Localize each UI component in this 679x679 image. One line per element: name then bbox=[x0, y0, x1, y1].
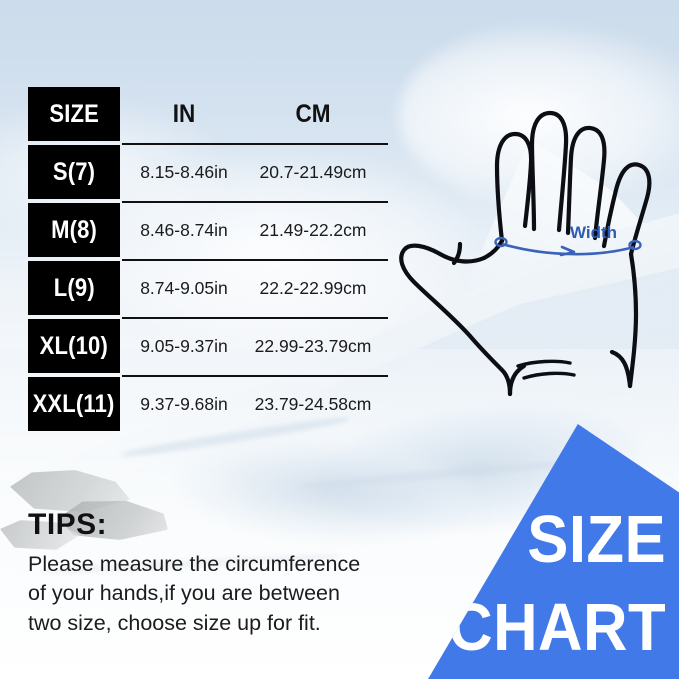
row-values: 8.74-9.05in 22.2-22.99cm bbox=[120, 261, 388, 315]
size-label-cell: S(7) bbox=[28, 145, 120, 199]
size-label: XXL(11) bbox=[33, 389, 115, 418]
row-values: 9.37-9.68in 23.79-24.58cm bbox=[120, 377, 388, 431]
header-cell-size: SIZE bbox=[28, 87, 120, 141]
value-centimeters: 22.2-22.99cm bbox=[259, 277, 367, 298]
wrist-left bbox=[507, 363, 527, 397]
row-divider bbox=[122, 200, 388, 203]
value-inches: 8.15-8.46in bbox=[140, 161, 228, 182]
banner-title-chart: CHART bbox=[448, 590, 667, 665]
palm-left-upper bbox=[481, 238, 505, 261]
value-inches: 8.46-8.74in bbox=[140, 219, 228, 240]
table-row: L(9) 8.74-9.05in 22.2-22.99cm bbox=[28, 259, 388, 319]
table-header-row: SIZE IN CM bbox=[28, 85, 388, 145]
hand-illustration: Width bbox=[398, 66, 679, 411]
row-divider bbox=[122, 142, 388, 145]
size-label: L(9) bbox=[53, 273, 95, 302]
table-row: S(7) 8.15-8.46in 20.7-21.49cm bbox=[28, 143, 388, 203]
size-table: SIZE IN CM S(7) 8.15-8.46in 20.7-21.49cm… bbox=[28, 85, 388, 433]
tips-title: TIPS: bbox=[28, 508, 108, 541]
row-divider bbox=[122, 316, 388, 319]
banner-title-size: SIZE bbox=[527, 502, 667, 577]
pinky-finger bbox=[601, 162, 652, 257]
value-centimeters: 23.79-24.58cm bbox=[254, 393, 372, 414]
tips-section: TIPS: Please measure the circumference o… bbox=[28, 508, 418, 638]
header-label-cm: CM bbox=[295, 99, 331, 128]
size-label: S(7) bbox=[52, 157, 96, 186]
row-divider bbox=[122, 258, 388, 261]
row-values: 9.05-9.37in 22.99-23.79cm bbox=[120, 319, 388, 373]
header-values: IN CM bbox=[120, 87, 388, 141]
row-values: 8.46-8.74in 21.49-22.2cm bbox=[120, 203, 388, 257]
wrist-right bbox=[609, 349, 633, 389]
value-inches: 9.05-9.37in bbox=[140, 335, 228, 356]
size-label: M(8) bbox=[51, 215, 97, 244]
table-row: XL(10) 9.05-9.37in 22.99-23.79cm bbox=[28, 317, 388, 377]
thumb-crease bbox=[451, 241, 463, 266]
table-row: M(8) 8.46-8.74in 21.49-22.2cm bbox=[28, 201, 388, 261]
wrist-crease-lower bbox=[522, 371, 576, 380]
header-label-size: SIZE bbox=[49, 99, 99, 128]
table-row: XXL(11) 9.37-9.68in 23.79-24.58cm bbox=[28, 375, 388, 433]
header-label-in: IN bbox=[172, 99, 196, 128]
index-finger bbox=[494, 131, 534, 244]
value-inches: 9.37-9.68in bbox=[140, 393, 228, 414]
tips-body: Please measure the circumference of your… bbox=[28, 550, 418, 638]
palm-right-edge bbox=[627, 251, 639, 389]
middle-finger bbox=[529, 110, 569, 233]
size-label-cell: L(9) bbox=[28, 261, 120, 315]
width-label: Width bbox=[570, 223, 617, 242]
size-label-cell: M(8) bbox=[28, 203, 120, 257]
hand-outline-svg: Width bbox=[399, 110, 652, 397]
width-measure-graphic bbox=[494, 236, 642, 257]
tips-line: two size, choose size up for fit. bbox=[28, 610, 321, 635]
size-label-cell: XL(10) bbox=[28, 319, 120, 373]
tips-line: Please measure the circumference bbox=[28, 552, 361, 576]
value-inches: 8.74-9.05in bbox=[140, 277, 228, 298]
value-centimeters: 22.99-23.79cm bbox=[254, 335, 372, 356]
size-label: XL(10) bbox=[39, 331, 109, 360]
thumb-outline bbox=[399, 243, 487, 339]
ring-finger bbox=[565, 125, 607, 241]
size-label-cell: XXL(11) bbox=[28, 377, 120, 431]
tips-line: of your hands,if you are between bbox=[28, 581, 340, 606]
value-centimeters: 20.7-21.49cm bbox=[259, 161, 367, 182]
palm-lower-left bbox=[467, 333, 513, 397]
value-centimeters: 21.49-22.2cm bbox=[259, 219, 367, 240]
row-values: 8.15-8.46in 20.7-21.49cm bbox=[120, 145, 388, 199]
row-divider bbox=[122, 374, 388, 377]
wrist-crease-upper bbox=[516, 359, 572, 368]
